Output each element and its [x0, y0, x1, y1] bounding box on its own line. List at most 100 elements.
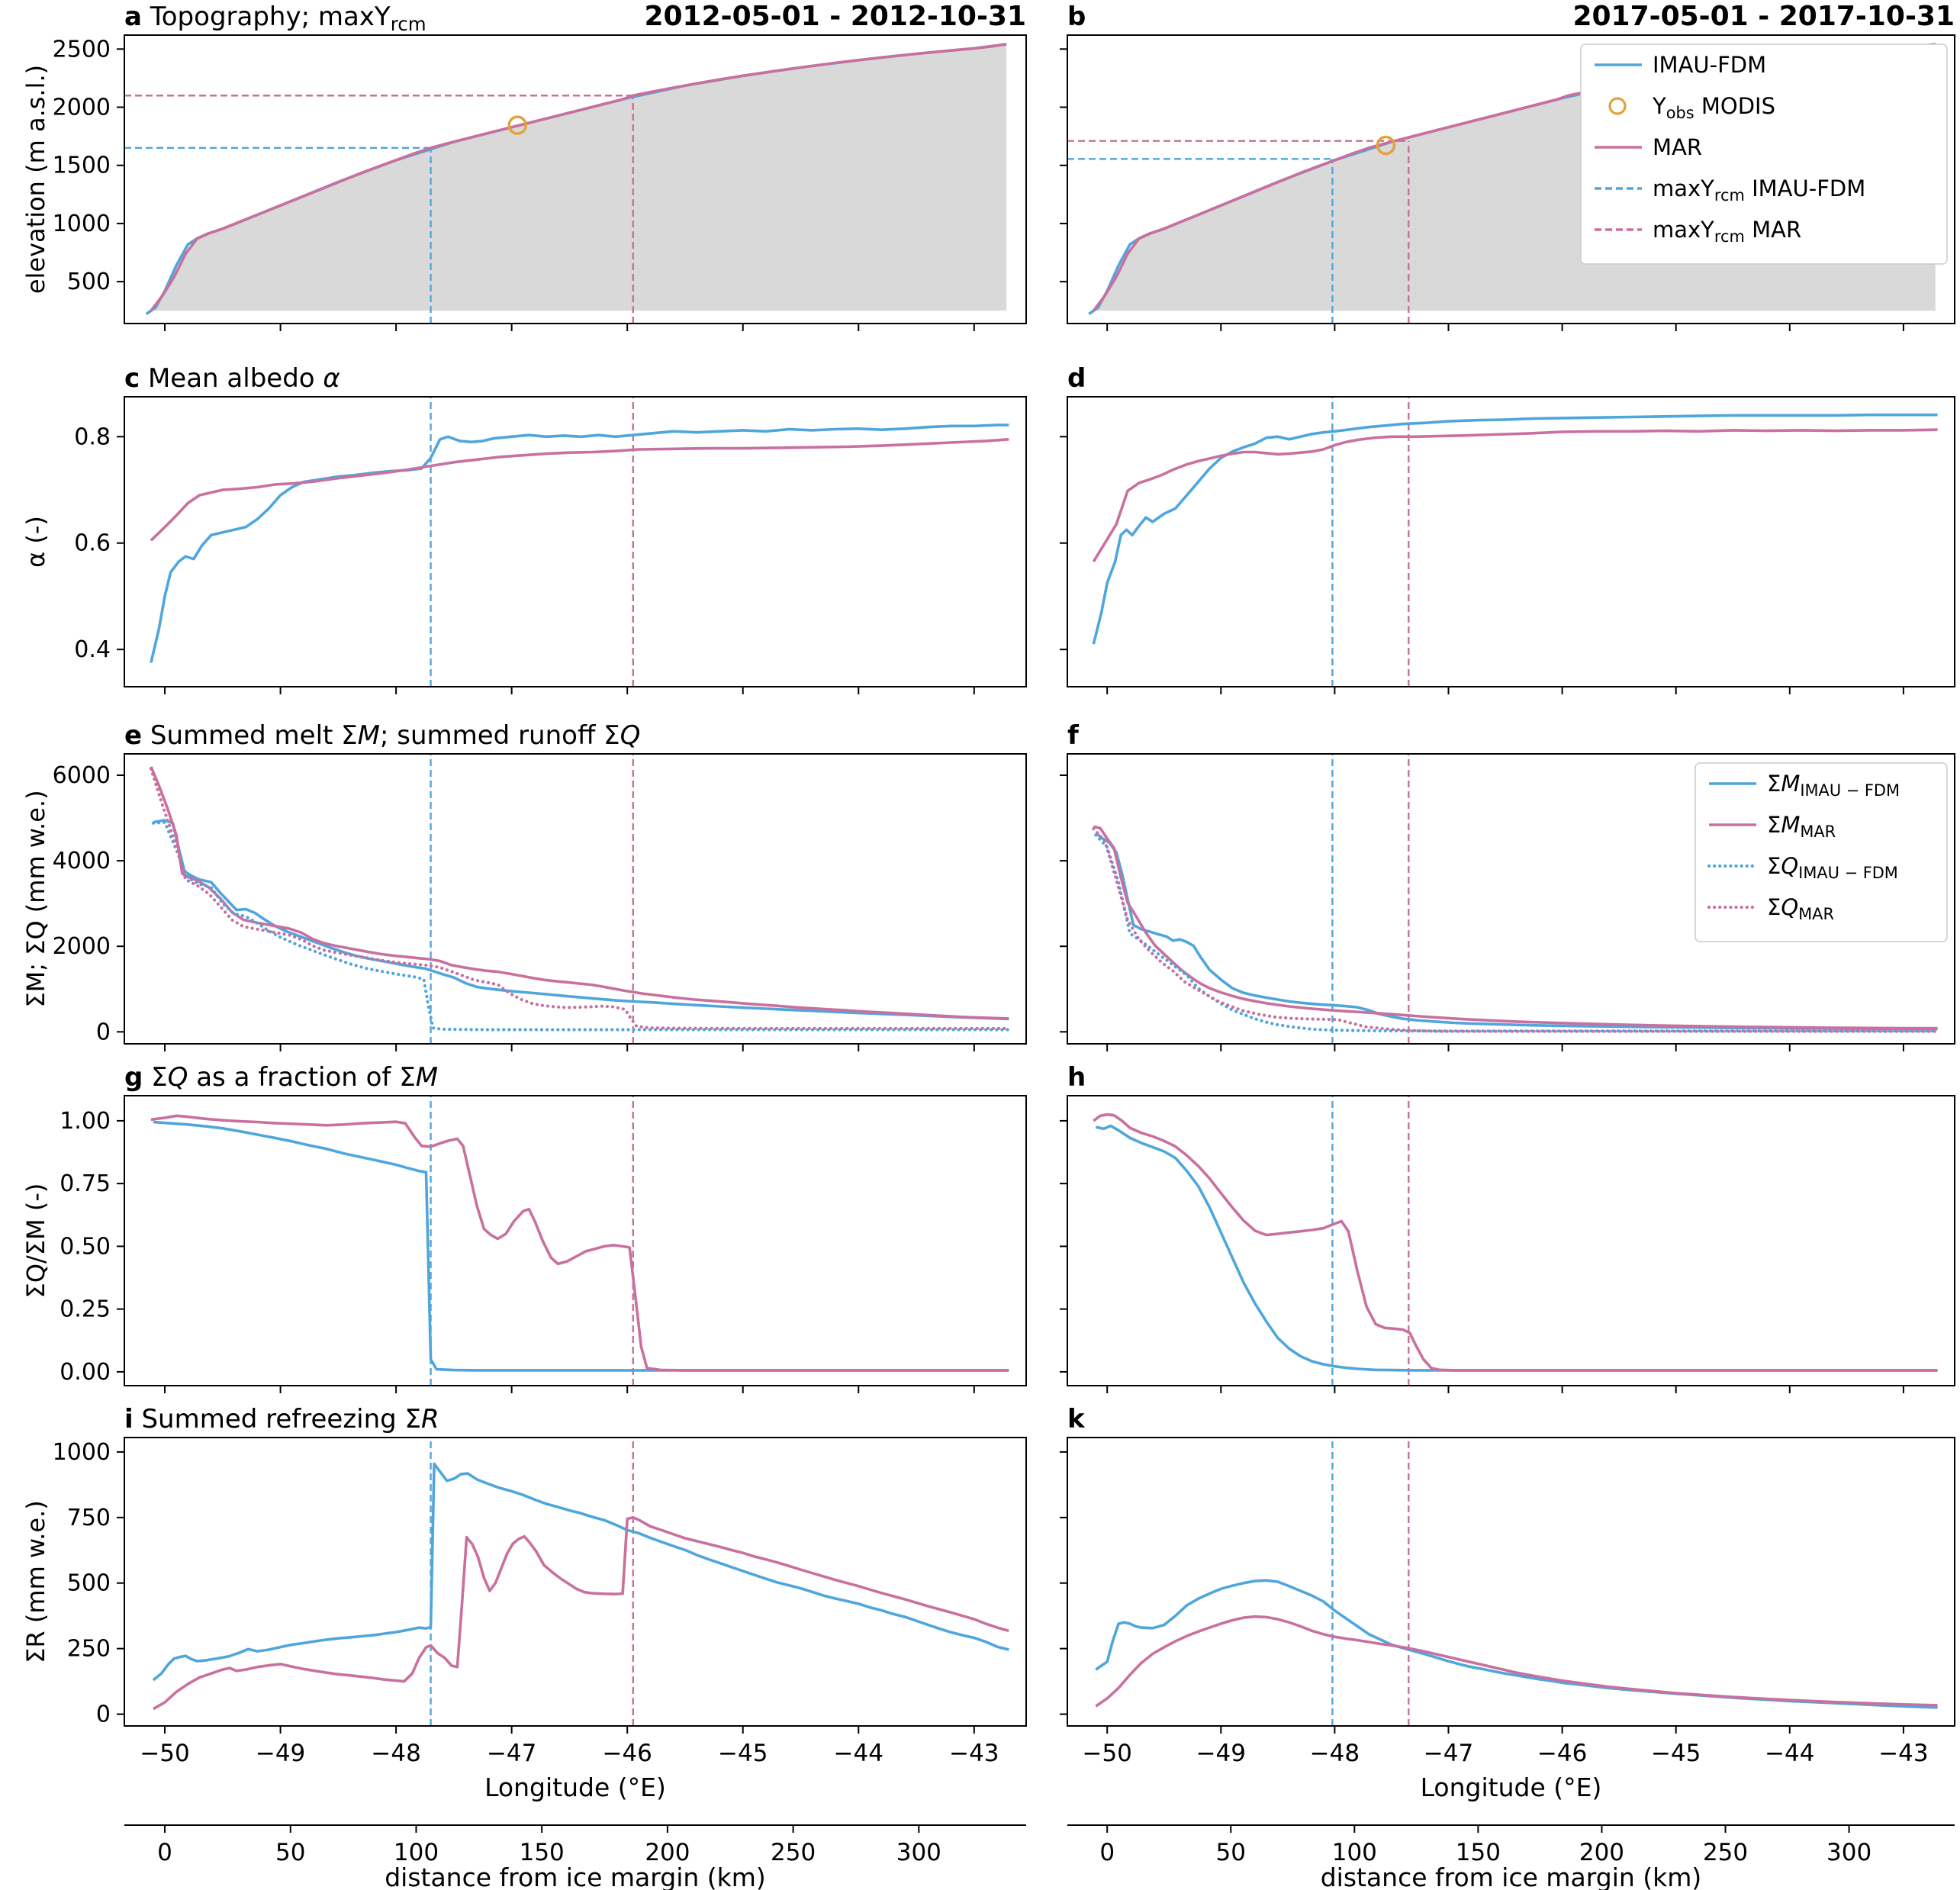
x-tick-label: −48 — [1310, 1740, 1360, 1767]
y-tick-label: 0 — [96, 1019, 111, 1045]
y-tick-label: 1000 — [53, 211, 111, 237]
panel-g: 0.00 0.25 0.50 0.75 1.00 g ΣQ as a fraction o… — [21, 1062, 1027, 1393]
y-tick-label: 2000 — [53, 95, 111, 121]
y-tick-label: 0.50 — [60, 1233, 111, 1260]
x-tick-label: −43 — [949, 1740, 999, 1767]
x-tick-label: −45 — [718, 1740, 768, 1767]
distance-tick-label: 50 — [1216, 1839, 1246, 1866]
distance-tick-label: 200 — [645, 1839, 690, 1866]
distance-axis-label: distance from ice margin (km) — [385, 1863, 766, 1890]
y-tick-label: 0 — [96, 1702, 111, 1728]
distance-tick-label: 100 — [1332, 1839, 1377, 1866]
x-tick-label: −49 — [256, 1740, 305, 1767]
y-tick-label: 6000 — [53, 762, 111, 789]
panel-title: d — [1067, 363, 1086, 394]
panel-h: h — [1060, 1062, 1955, 1393]
period-title: 2012-05-01 - 2012-10-31 — [644, 1, 1026, 32]
y-tick-label: 0.8 — [74, 423, 111, 450]
plot-frame — [124, 396, 1027, 687]
legend-label: MAR — [1653, 134, 1702, 160]
series-sum-melt-IMAU-FDM — [153, 819, 1009, 1021]
plot-frame — [1067, 34, 1955, 324]
plot-frame — [1067, 1095, 1955, 1386]
series-sum-melt-MAR — [1093, 825, 1938, 1030]
y-tick-label: 750 — [67, 1505, 111, 1531]
x-tick-label: −50 — [140, 1740, 189, 1767]
panel-title: g ΣQ as a fraction of ΣM — [124, 1062, 438, 1093]
x-tick-label: −46 — [602, 1740, 652, 1767]
plot-frame — [124, 753, 1027, 1045]
plot-frame — [1067, 396, 1955, 687]
y-tick-label: 1500 — [53, 153, 111, 179]
distance-tick-label: 150 — [1456, 1839, 1501, 1866]
plot-frame — [1067, 1437, 1955, 1727]
series-refreezing-MAR — [1095, 1615, 1938, 1708]
panel-title: f — [1067, 720, 1080, 751]
x-tick-label: −44 — [834, 1740, 883, 1767]
distance-tick-label: 0 — [1099, 1839, 1115, 1866]
series-albedo-IMAU-FDM — [150, 423, 1009, 664]
series-sum-melt-IMAU-FDM — [1095, 832, 1938, 1031]
panel-title: k — [1067, 1404, 1086, 1434]
series-fraction-MAR — [1093, 1112, 1938, 1372]
y-tick-label: 0.00 — [60, 1359, 111, 1386]
legend-label: maxYrcm MAR — [1653, 217, 1801, 246]
distance-tick-label: 200 — [1579, 1839, 1624, 1866]
series-refreezing-IMAU-FDM — [1095, 1579, 1938, 1709]
y-axis-label: α (-) — [21, 516, 50, 568]
series-sum-runoff-IMAU-FDM — [1094, 833, 1939, 1033]
y-axis-label: elevation (m a.s.l.) — [21, 65, 50, 294]
distance-tick-label: 250 — [1703, 1839, 1748, 1866]
legend-label: maxYrcm IMAU-FDM — [1653, 175, 1865, 204]
legend-label: ΣQIMAU − FDM — [1767, 853, 1898, 882]
legend-box — [1694, 762, 1948, 942]
plot-frame — [1067, 753, 1955, 1045]
modis-equilibrium-marker — [1376, 135, 1396, 156]
y-tick-label: 0.25 — [60, 1296, 111, 1323]
series-sum-runoff-MAR — [149, 767, 1011, 1030]
y-axis-label: ΣQ/ΣM (-) — [21, 1183, 50, 1299]
legend-label: ΣQMAR — [1767, 894, 1834, 923]
series-albedo-MAR — [1092, 428, 1938, 563]
series-fraction-IMAU-FDM — [1095, 1124, 1938, 1372]
x-axis-label: Longitude (°E) — [1421, 1772, 1602, 1802]
distance-tick-label: 150 — [520, 1839, 565, 1866]
panel-f: f ΣMIMAU − FDM ΣMMAR ΣQIMAU − FDM ΣQMAR — [1060, 720, 1955, 1051]
y-tick-label: 0.75 — [60, 1170, 111, 1197]
panel-b: b 2017-05-01 - 2017-10-31 IMAU-FDM Yobs MOD… — [1060, 1, 1955, 331]
legend-label: ΣMIMAU − FDM — [1767, 771, 1900, 800]
x-tick-label: −47 — [487, 1740, 536, 1767]
plot-frame — [124, 1437, 1027, 1727]
y-tick-label: 1.00 — [60, 1108, 111, 1135]
panel-e: 0 2000 4000 6000 e Summed melt ΣM; summed ru… — [21, 720, 1027, 1051]
distance-tick-label: 250 — [771, 1839, 816, 1866]
x-tick-label: −48 — [371, 1740, 420, 1767]
series-sum-runoff-IMAU-FDM — [151, 820, 1011, 1032]
series-refreezing-MAR — [153, 1516, 1009, 1711]
panel-title: a Topography; maxYrcm — [124, 2, 426, 35]
plot-frame — [124, 34, 1027, 324]
y-tick-label: 250 — [67, 1636, 111, 1663]
period-title: 2017-05-01 - 2017-10-31 — [1572, 1, 1955, 32]
x-tick-label: −45 — [1651, 1740, 1701, 1767]
legend-box — [1580, 43, 1948, 265]
distance-tick-label: 300 — [896, 1839, 941, 1866]
x-tick-label: −47 — [1424, 1740, 1473, 1767]
x-tick-label: −50 — [1082, 1740, 1131, 1767]
panel-title: e Summed melt ΣM; summed runoff ΣQ — [124, 720, 640, 751]
series-refreezing-IMAU-FDM — [152, 1462, 1009, 1682]
series-albedo-IMAU-FDM — [1092, 413, 1938, 645]
panel-title: i Summed refreezing ΣR — [124, 1404, 439, 1434]
x-tick-label: −43 — [1878, 1740, 1928, 1767]
topography-fill — [150, 43, 1007, 311]
plot-frame — [124, 1095, 1027, 1386]
y-tick-label: 500 — [67, 1570, 111, 1597]
y-tick-label: 0.6 — [74, 530, 111, 557]
modis-equilibrium-marker — [507, 115, 527, 135]
panel-d: d — [1060, 363, 1955, 694]
x-tick-label: −49 — [1196, 1740, 1246, 1767]
panel-k: −50 −49 −48 −47 −46 −45 −44 −43 k Longitude (°E) 0… — [1060, 1404, 1955, 1890]
y-tick-label: 4000 — [53, 848, 111, 874]
